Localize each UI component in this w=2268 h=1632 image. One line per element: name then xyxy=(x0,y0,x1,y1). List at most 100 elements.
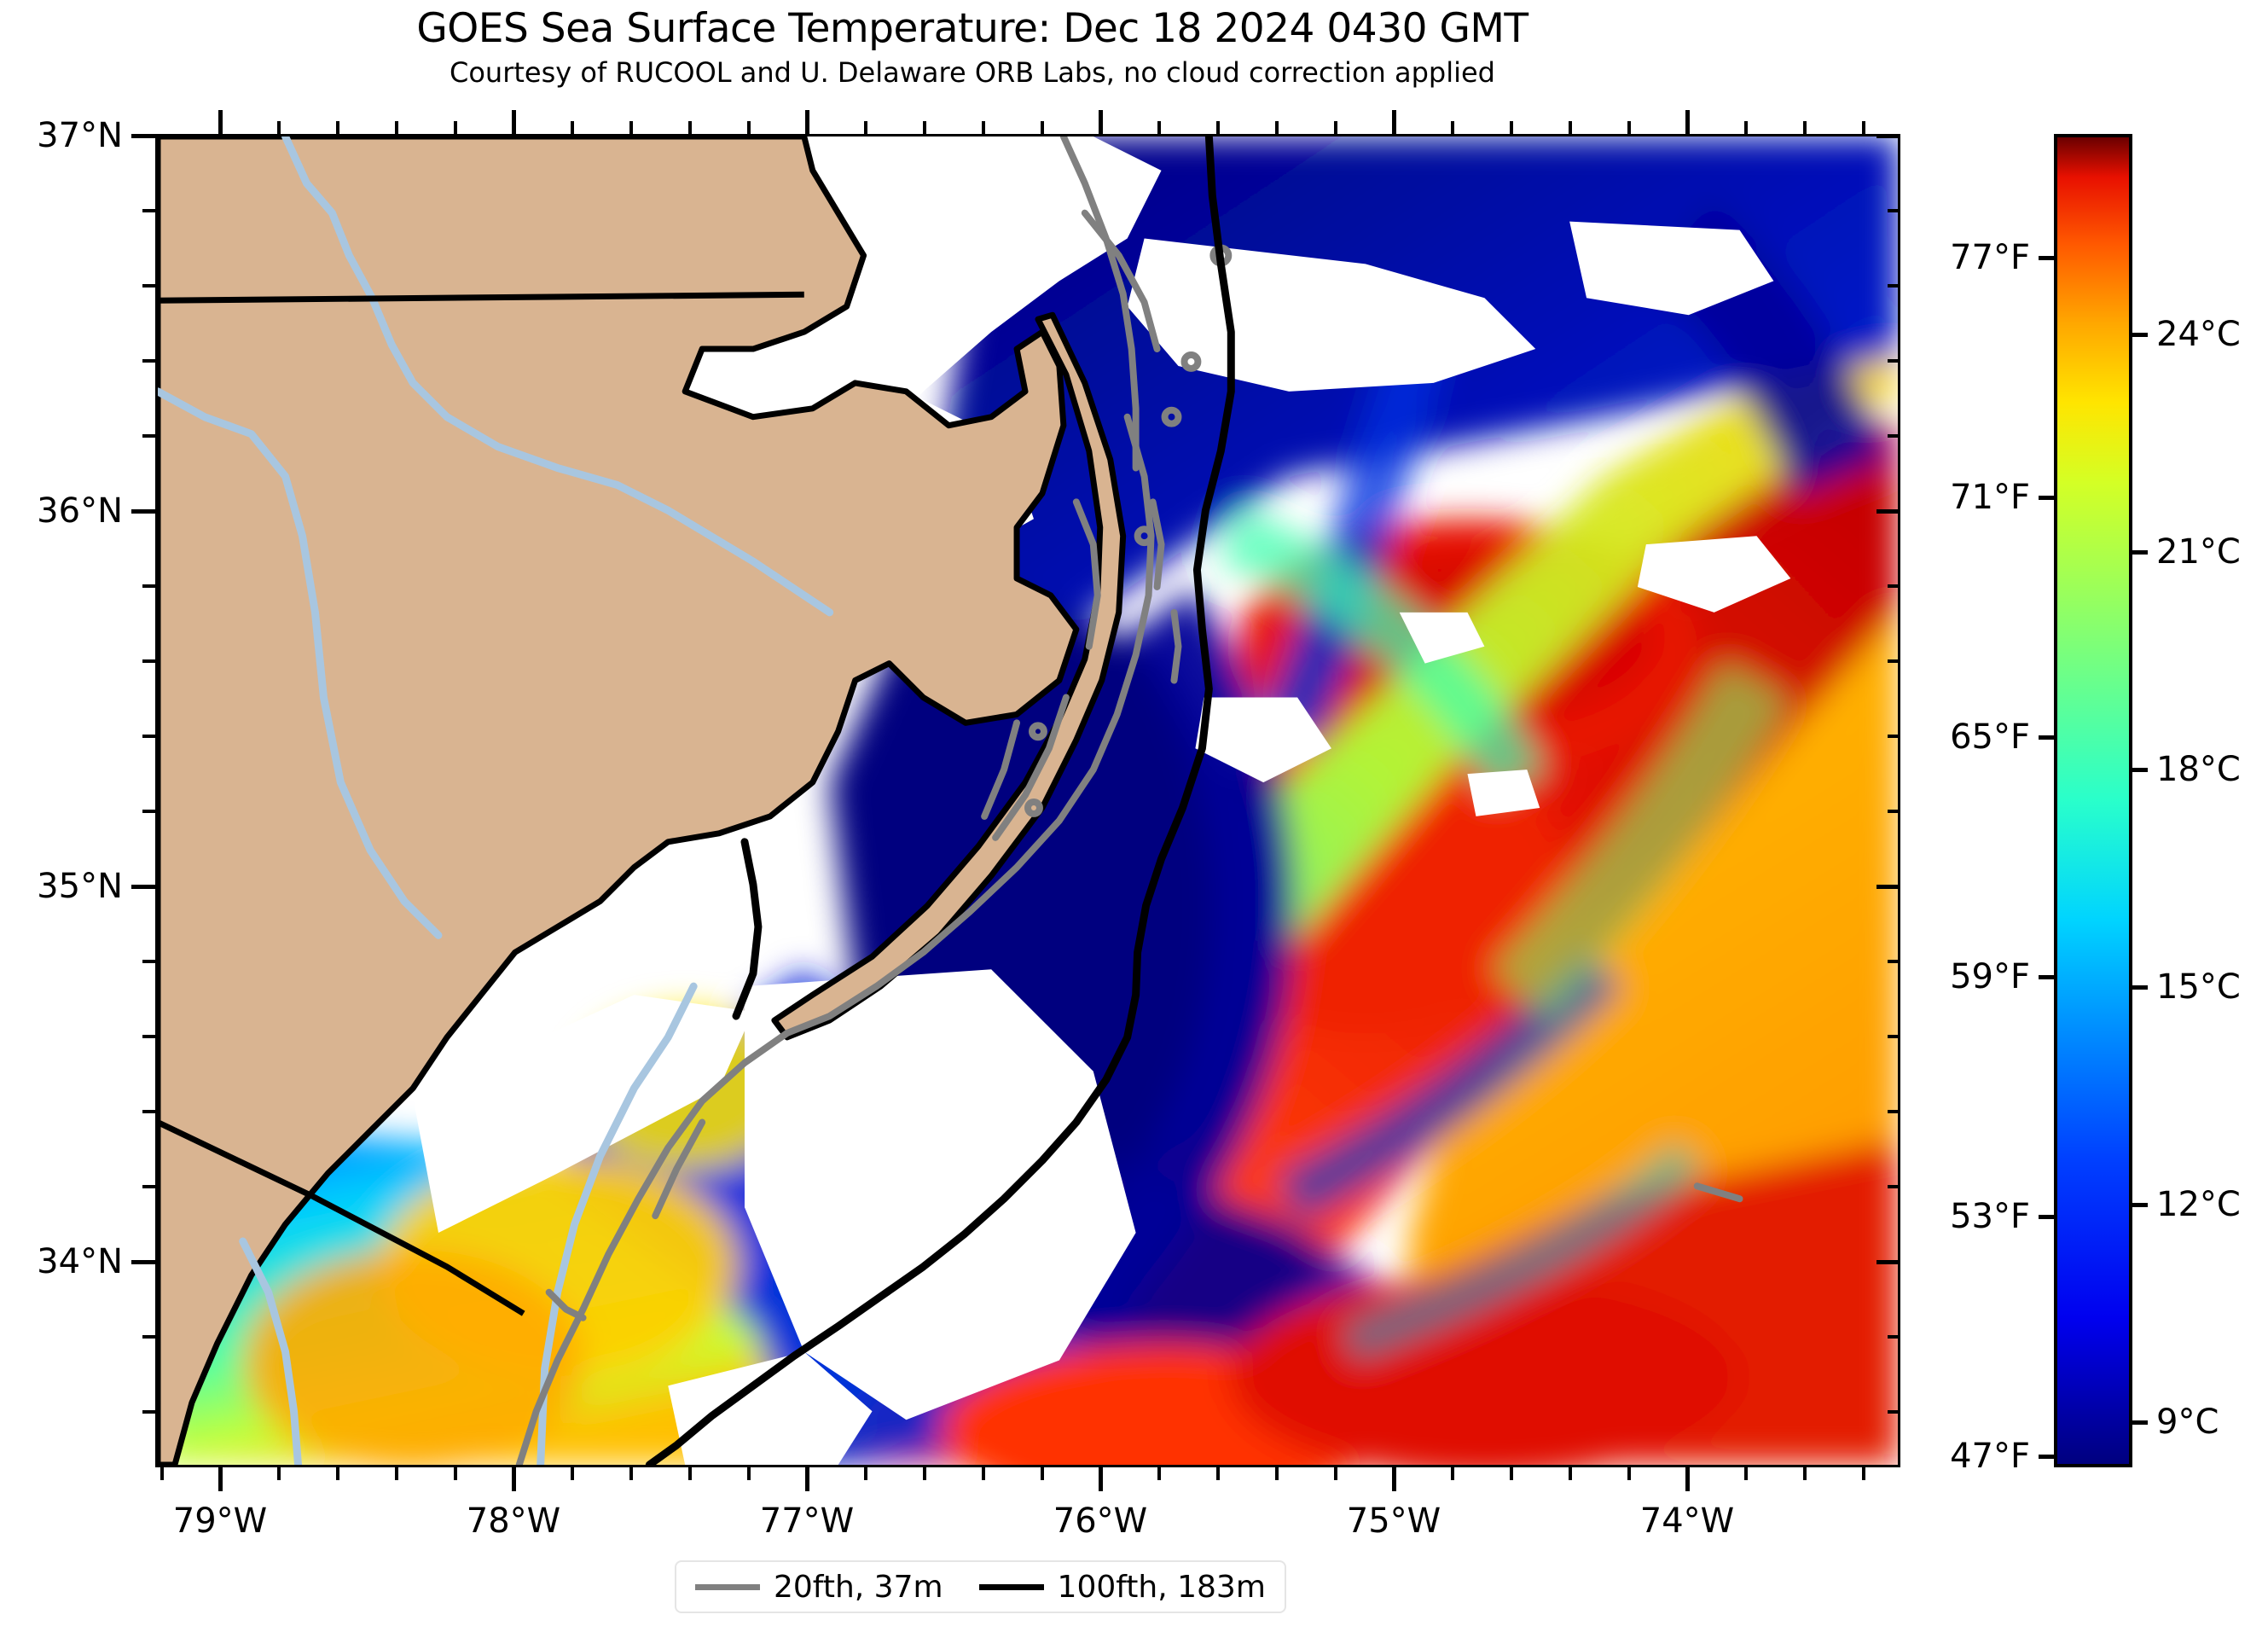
x-tick-minor-top xyxy=(277,121,281,134)
colorbar-label-15c: 15°C xyxy=(2156,967,2241,1007)
colorbar-tick-c xyxy=(2132,550,2148,555)
y-tick-minor xyxy=(142,810,155,813)
x-tick-minor xyxy=(571,1467,574,1480)
y-tick-minor xyxy=(142,209,155,212)
x-tick-minor-top xyxy=(1569,121,1572,134)
x-axis-label-78w: 78°W xyxy=(466,1501,561,1541)
x-tick-minor-top xyxy=(629,121,633,134)
colorbar-tick-c xyxy=(2132,1420,2148,1425)
x-tick-minor-top xyxy=(1627,121,1631,134)
x-tick-major xyxy=(805,1467,809,1491)
y-tick-major-right xyxy=(1876,134,1900,138)
x-tick-minor xyxy=(688,1467,692,1480)
legend-label-20fth: 20fth, 37m xyxy=(774,1569,943,1605)
legend-entry-20fth[interactable]: 20fth, 37m xyxy=(695,1570,943,1605)
y-tick-minor xyxy=(142,434,155,438)
y-tick-minor xyxy=(142,359,155,363)
colorbar-label-53f: 53°F xyxy=(1950,1197,2030,1236)
y-tick-minor-right xyxy=(1888,1335,1900,1339)
x-axis-label-77w: 77°W xyxy=(759,1501,855,1541)
x-tick-major xyxy=(1099,1467,1103,1491)
x-tick-minor-top xyxy=(864,121,867,134)
legend-entry-100fth[interactable]: 100fth, 183m xyxy=(978,1570,1266,1605)
y-axis-label-34n: 34°N xyxy=(37,1242,123,1281)
x-tick-minor-top xyxy=(1451,121,1454,134)
page-title: GOES Sea Surface Temperature: Dec 18 202… xyxy=(416,5,1528,52)
x-tick-major-top xyxy=(1392,110,1396,134)
x-axis-label-76w: 76°W xyxy=(1053,1501,1148,1541)
sst-colorbar[interactable] xyxy=(2054,134,2132,1467)
x-tick-major-top xyxy=(1099,110,1103,134)
y-tick-major xyxy=(131,885,155,889)
x-tick-major-top xyxy=(218,110,223,134)
x-tick-minor xyxy=(336,1467,339,1480)
y-tick-major-right xyxy=(1876,509,1900,514)
bathymetry-legend[interactable]: 20fth, 37m 100fth, 183m xyxy=(675,1560,1286,1613)
x-tick-minor xyxy=(395,1467,398,1480)
y-tick-minor xyxy=(142,1110,155,1113)
x-tick-minor-top xyxy=(923,121,926,134)
colorbar-tick-f xyxy=(2039,975,2054,979)
y-tick-minor xyxy=(142,1410,155,1414)
x-tick-minor xyxy=(1157,1467,1161,1480)
colorbar-label-18c: 18°C xyxy=(2156,750,2241,789)
colorbar-label-59f: 59°F xyxy=(1950,957,2030,996)
x-tick-minor xyxy=(1510,1467,1513,1480)
x-tick-minor-top xyxy=(1157,121,1161,134)
y-tick-minor-right xyxy=(1888,1410,1900,1414)
x-tick-minor-top xyxy=(747,121,751,134)
colorbar-tick-c xyxy=(2132,1203,2148,1207)
y-tick-minor xyxy=(142,960,155,963)
x-tick-minor xyxy=(747,1467,751,1480)
y-tick-major-right xyxy=(1876,885,1900,889)
sst-map-axes[interactable] xyxy=(155,134,1900,1467)
y-tick-minor-right xyxy=(1888,584,1900,588)
colorbar-tick-f xyxy=(2039,496,2054,500)
colorbar-label-47f: 47°F xyxy=(1950,1437,2030,1476)
y-tick-major-right xyxy=(1876,1260,1900,1264)
y-tick-minor-right xyxy=(1888,1185,1900,1188)
colorbar-tick-c xyxy=(2132,768,2148,772)
colorbar-label-24c: 24°C xyxy=(2156,315,2241,354)
x-tick-minor xyxy=(1744,1467,1748,1480)
y-tick-minor xyxy=(142,284,155,287)
sst-map-canvas xyxy=(158,136,1898,1465)
x-tick-minor xyxy=(923,1467,926,1480)
y-tick-minor-right xyxy=(1888,209,1900,212)
y-tick-minor xyxy=(142,1035,155,1038)
colorbar-tick-f xyxy=(2039,735,2054,740)
colorbar-gradient xyxy=(2057,137,2129,1464)
legend-swatch-20fth xyxy=(695,1583,760,1590)
x-axis-label-74w: 74°W xyxy=(1639,1501,1735,1541)
x-tick-minor-top xyxy=(1216,121,1220,134)
x-tick-minor xyxy=(864,1467,867,1480)
y-tick-major xyxy=(131,134,155,138)
y-tick-minor-right xyxy=(1888,359,1900,363)
x-tick-minor-top xyxy=(688,121,692,134)
x-tick-minor xyxy=(1334,1467,1337,1480)
legend-swatch-100fth xyxy=(978,1583,1044,1590)
x-tick-minor xyxy=(1041,1467,1044,1480)
y-tick-minor-right xyxy=(1888,960,1900,963)
colorbar-tick-c xyxy=(2132,333,2148,337)
x-axis-label-79w: 79°W xyxy=(172,1501,268,1541)
y-tick-minor-right xyxy=(1888,1110,1900,1113)
y-tick-minor-right xyxy=(1888,284,1900,287)
x-tick-minor xyxy=(1627,1467,1631,1480)
colorbar-tick-c xyxy=(2132,985,2148,990)
x-tick-major xyxy=(218,1467,223,1491)
y-tick-minor xyxy=(142,659,155,663)
x-tick-minor xyxy=(629,1467,633,1480)
y-tick-minor-right xyxy=(1888,659,1900,663)
x-tick-minor-top xyxy=(1275,121,1279,134)
x-tick-minor-top xyxy=(1041,121,1044,134)
x-tick-minor xyxy=(1569,1467,1572,1480)
y-tick-minor xyxy=(142,1185,155,1188)
x-tick-major-top xyxy=(805,110,809,134)
colorbar-tick-f xyxy=(2039,256,2054,260)
x-tick-major-top xyxy=(1685,110,1690,134)
x-tick-minor-top xyxy=(1744,121,1748,134)
x-tick-minor-top xyxy=(1510,121,1513,134)
x-tick-major xyxy=(512,1467,516,1491)
